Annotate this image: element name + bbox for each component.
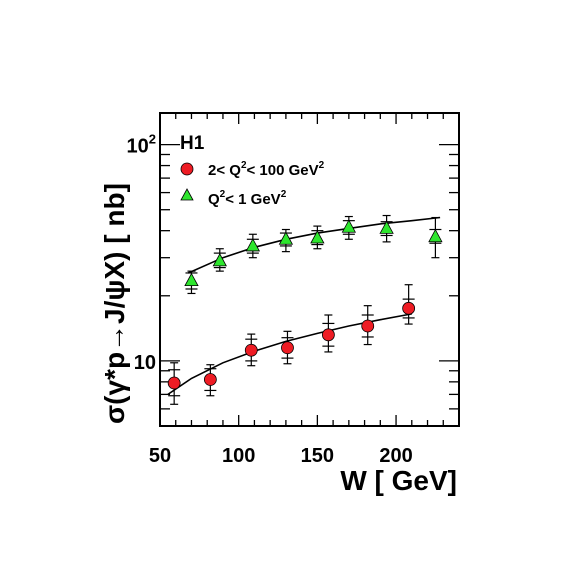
data-point-triangle <box>310 230 325 244</box>
data-point-triangle <box>341 219 357 233</box>
data-point-triangle <box>245 238 261 252</box>
data-point-circle <box>321 328 335 342</box>
legend-marker-circle <box>180 162 194 176</box>
fit-curve-series-0 <box>167 313 412 396</box>
data-point-triangle <box>184 272 199 287</box>
y-tick-label: 10 <box>134 352 156 374</box>
data-point-circle <box>167 376 181 390</box>
y-tick-label: 102 <box>127 132 156 158</box>
y-tick-label-exponent: 2 <box>149 132 156 147</box>
experiment-label: H1 <box>180 133 205 154</box>
x-tick-label: 100 <box>222 445 255 467</box>
data-point-triangle <box>212 253 227 267</box>
legend-label-photoproduction: Q2< 1 GeV2 <box>208 189 287 208</box>
y-axis-title: σ(γ*p→J/ψX) [ nb] <box>99 183 130 424</box>
error-bars <box>168 214 442 405</box>
data-point-triangle <box>278 231 294 245</box>
data-point-circle <box>203 373 217 386</box>
fit-curves <box>167 216 441 396</box>
x-tick-label: 200 <box>379 445 412 467</box>
plot-frame <box>159 112 460 427</box>
legend: 2< Q2< 100 GeV2 Q2< 1 GeV2 <box>180 160 325 208</box>
data-points <box>167 219 443 390</box>
y-tick-label-base: 10 <box>134 352 156 374</box>
data-point-circle <box>402 301 416 315</box>
data-point-triangle <box>428 228 443 243</box>
y-tick-label-base: 10 <box>127 136 149 158</box>
x-axis-title: W [ GeV] <box>340 465 457 496</box>
legend-marker-triangle <box>180 188 194 201</box>
data-point-circle <box>361 319 375 333</box>
data-point-circle <box>244 343 258 357</box>
x-tick-label: 150 <box>301 445 334 467</box>
x-tick-label: 50 <box>149 445 171 467</box>
data-point-triangle <box>379 220 394 234</box>
data-point-circle <box>281 341 294 355</box>
legend-label-high-q2: 2< Q2< 100 GeV2 <box>208 160 325 179</box>
